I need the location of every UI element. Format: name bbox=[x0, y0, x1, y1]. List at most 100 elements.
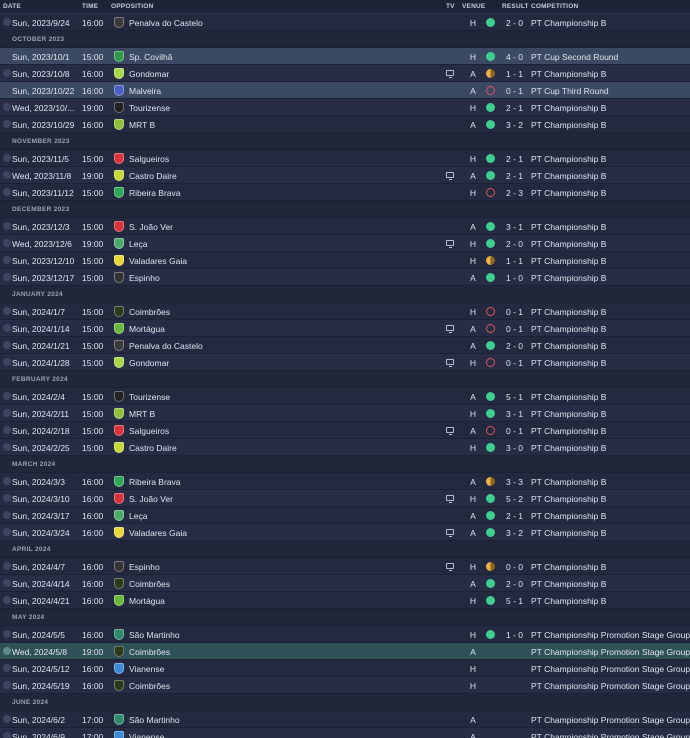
fixture-row[interactable]: Sun, 2024/2/25 15:00 Castro Daire H 3 - 0 PT … bbox=[0, 439, 690, 456]
team-crest-icon[interactable] bbox=[114, 340, 124, 351]
team-crest-icon[interactable] bbox=[114, 17, 124, 28]
team-crest-icon[interactable] bbox=[114, 255, 124, 266]
competition-name[interactable]: PT Championship B bbox=[531, 562, 607, 572]
competition-name[interactable]: PT Championship B bbox=[531, 324, 607, 334]
competition-name[interactable]: PT Championship Promotion Stage Group B bbox=[531, 647, 690, 657]
opposition-name[interactable]: Coimbrões bbox=[129, 681, 171, 691]
match-score[interactable]: 3 - 0 bbox=[506, 443, 524, 453]
team-crest-icon[interactable] bbox=[114, 221, 124, 232]
match-score[interactable]: 2 - 1 bbox=[506, 171, 524, 181]
team-crest-icon[interactable] bbox=[114, 102, 124, 113]
col-time-header[interactable]: TIME bbox=[82, 3, 99, 10]
team-crest-icon[interactable] bbox=[114, 391, 124, 402]
team-crest-icon[interactable] bbox=[114, 68, 124, 79]
team-crest-icon[interactable] bbox=[114, 714, 124, 725]
competition-name[interactable]: PT Championship Promotion Stage Group B bbox=[531, 732, 690, 738]
match-score[interactable]: 4 - 0 bbox=[506, 52, 524, 62]
competition-name[interactable]: PT Championship Promotion Stage Group B bbox=[531, 715, 690, 725]
team-crest-icon[interactable] bbox=[114, 119, 124, 130]
match-score[interactable]: 2 - 0 bbox=[506, 239, 524, 249]
opposition-name[interactable]: Tourizense bbox=[129, 103, 171, 113]
fixture-row[interactable]: Sun, 2023/11/5 15:00 Salgueiros H 2 - 1 PT Ch… bbox=[0, 150, 690, 167]
competition-name[interactable]: PT Championship B bbox=[531, 528, 607, 538]
fixture-row[interactable]: Sun, 2023/10/22 16:00 Malveira A 0 - 1 PT Cup… bbox=[0, 82, 690, 99]
fixture-row[interactable]: Sun, 2023/12/3 15:00 S. João Ver A 3 - 1 PT C… bbox=[0, 218, 690, 235]
fixture-row[interactable]: Sun, 2024/1/28 15:00 Gondomar H 0 - 1 PT Cham… bbox=[0, 354, 690, 371]
opposition-name[interactable]: Ribeira Brava bbox=[129, 188, 181, 198]
competition-name[interactable]: PT Championship B bbox=[531, 69, 607, 79]
match-score[interactable]: 3 - 1 bbox=[506, 409, 524, 419]
match-score[interactable]: 2 - 0 bbox=[506, 579, 524, 589]
competition-name[interactable]: PT Championship B bbox=[531, 222, 607, 232]
match-score[interactable]: 5 - 2 bbox=[506, 494, 524, 504]
opposition-name[interactable]: Mortágua bbox=[129, 324, 165, 334]
fixture-row[interactable]: Sun, 2024/1/14 15:00 Mortágua A 0 - 1 PT Cham… bbox=[0, 320, 690, 337]
competition-name[interactable]: PT Championship B bbox=[531, 18, 607, 28]
opposition-name[interactable]: Coimbrões bbox=[129, 579, 171, 589]
team-crest-icon[interactable] bbox=[114, 442, 124, 453]
competition-name[interactable]: PT Championship B bbox=[531, 596, 607, 606]
competition-name[interactable]: PT Championship B bbox=[531, 477, 607, 487]
team-crest-icon[interactable] bbox=[114, 578, 124, 589]
match-score[interactable]: 2 - 0 bbox=[506, 341, 524, 351]
fixture-row[interactable]: Sun, 2024/6/2 17:00 São Martinho A PT Champi… bbox=[0, 711, 690, 728]
opposition-name[interactable]: Malveira bbox=[129, 86, 162, 96]
match-score[interactable]: 3 - 1 bbox=[506, 222, 524, 232]
fixture-row[interactable]: Sun, 2023/12/17 15:00 Espinho A 1 - 0 PT Cham… bbox=[0, 269, 690, 286]
team-crest-icon[interactable] bbox=[114, 476, 124, 487]
competition-name[interactable]: PT Championship B bbox=[531, 341, 607, 351]
competition-name[interactable]: PT Championship B bbox=[531, 154, 607, 164]
fixture-row[interactable]: Sun, 2024/1/21 15:00 Penalva do Castelo A 2 … bbox=[0, 337, 690, 354]
competition-name[interactable]: PT Championship B bbox=[531, 103, 607, 113]
fixture-row[interactable]: Sun, 2024/6/9 17:00 Vianense A PT Championsh… bbox=[0, 728, 690, 738]
opposition-name[interactable]: Gondomar bbox=[129, 358, 170, 368]
competition-name[interactable]: PT Cup Second Round bbox=[531, 52, 619, 62]
match-score[interactable]: 0 - 1 bbox=[506, 307, 524, 317]
team-crest-icon[interactable] bbox=[114, 323, 124, 334]
match-score[interactable]: 0 - 1 bbox=[506, 86, 524, 96]
fixture-row[interactable]: Sun, 2024/5/19 16:00 Coimbrões H PT Champion… bbox=[0, 677, 690, 694]
competition-name[interactable]: PT Championship B bbox=[531, 273, 607, 283]
competition-name[interactable]: PT Championship B bbox=[531, 409, 607, 419]
competition-name[interactable]: PT Championship B bbox=[531, 392, 607, 402]
fixture-row[interactable]: Sun, 2024/2/4 15:00 Tourizense A 5 - 1 PT Cha… bbox=[0, 388, 690, 405]
fixture-row[interactable]: Wed, 2023/10/... 19:00 Tourizense H 2 - 1 PT … bbox=[0, 99, 690, 116]
fixture-row[interactable]: Wed, 2024/5/8 19:00 Coimbrões A PT Champions… bbox=[0, 643, 690, 660]
opposition-name[interactable]: Leça bbox=[129, 239, 148, 249]
col-tv-header[interactable]: TV bbox=[446, 3, 455, 10]
fixture-row[interactable]: Sun, 2024/2/11 15:00 MRT B H 3 - 1 PT Champio… bbox=[0, 405, 690, 422]
opposition-name[interactable]: São Martinho bbox=[129, 715, 180, 725]
fixture-row[interactable]: Sun, 2023/11/12 15:00 Ribeira Brava H 2 - 3 P… bbox=[0, 184, 690, 201]
fixture-row[interactable]: Sun, 2024/4/14 16:00 Coimbrões A 2 - 0 PT Cha… bbox=[0, 575, 690, 592]
match-score[interactable]: 1 - 0 bbox=[506, 273, 524, 283]
opposition-name[interactable]: Vianense bbox=[129, 732, 165, 738]
col-result-header[interactable]: RESULT bbox=[502, 3, 529, 10]
competition-name[interactable]: PT Championship B bbox=[531, 171, 607, 181]
competition-name[interactable]: PT Championship B bbox=[531, 511, 607, 521]
match-score[interactable]: 1 - 1 bbox=[506, 256, 524, 266]
opposition-name[interactable]: Espinho bbox=[129, 273, 160, 283]
opposition-name[interactable]: S. João Ver bbox=[129, 222, 173, 232]
opposition-name[interactable]: Leça bbox=[129, 511, 148, 521]
fixture-row[interactable]: Wed, 2023/11/8 19:00 Castro Daire A 2 - 1 PT … bbox=[0, 167, 690, 184]
fixture-row[interactable]: Sun, 2024/2/18 15:00 Salgueiros A 0 - 1 PT Ch… bbox=[0, 422, 690, 439]
fixture-row[interactable]: Sun, 2024/5/5 16:00 São Martinho H 1 - 0 PT C… bbox=[0, 626, 690, 643]
team-crest-icon[interactable] bbox=[114, 357, 124, 368]
match-score[interactable]: 0 - 1 bbox=[506, 324, 524, 334]
match-score[interactable]: 5 - 1 bbox=[506, 596, 524, 606]
team-crest-icon[interactable] bbox=[114, 731, 124, 738]
fixture-row[interactable]: Sun, 2024/3/3 16:00 Ribeira Brava A 3 - 3 PT … bbox=[0, 473, 690, 490]
opposition-name[interactable]: São Martinho bbox=[129, 630, 180, 640]
opposition-name[interactable]: Vianense bbox=[129, 664, 165, 674]
team-crest-icon[interactable] bbox=[114, 646, 124, 657]
competition-name[interactable]: PT Championship B bbox=[531, 443, 607, 453]
opposition-name[interactable]: Tourizense bbox=[129, 392, 171, 402]
competition-name[interactable]: PT Championship B bbox=[531, 426, 607, 436]
match-score[interactable]: 2 - 0 bbox=[506, 18, 524, 28]
opposition-name[interactable]: Salgueiros bbox=[129, 154, 170, 164]
team-crest-icon[interactable] bbox=[114, 595, 124, 606]
match-score[interactable]: 3 - 2 bbox=[506, 528, 524, 538]
opposition-name[interactable]: Salgueiros bbox=[129, 426, 170, 436]
fixture-row[interactable]: Sun, 2024/4/21 16:00 Mortágua H 5 - 1 PT Cham… bbox=[0, 592, 690, 609]
match-score[interactable]: 1 - 0 bbox=[506, 630, 524, 640]
